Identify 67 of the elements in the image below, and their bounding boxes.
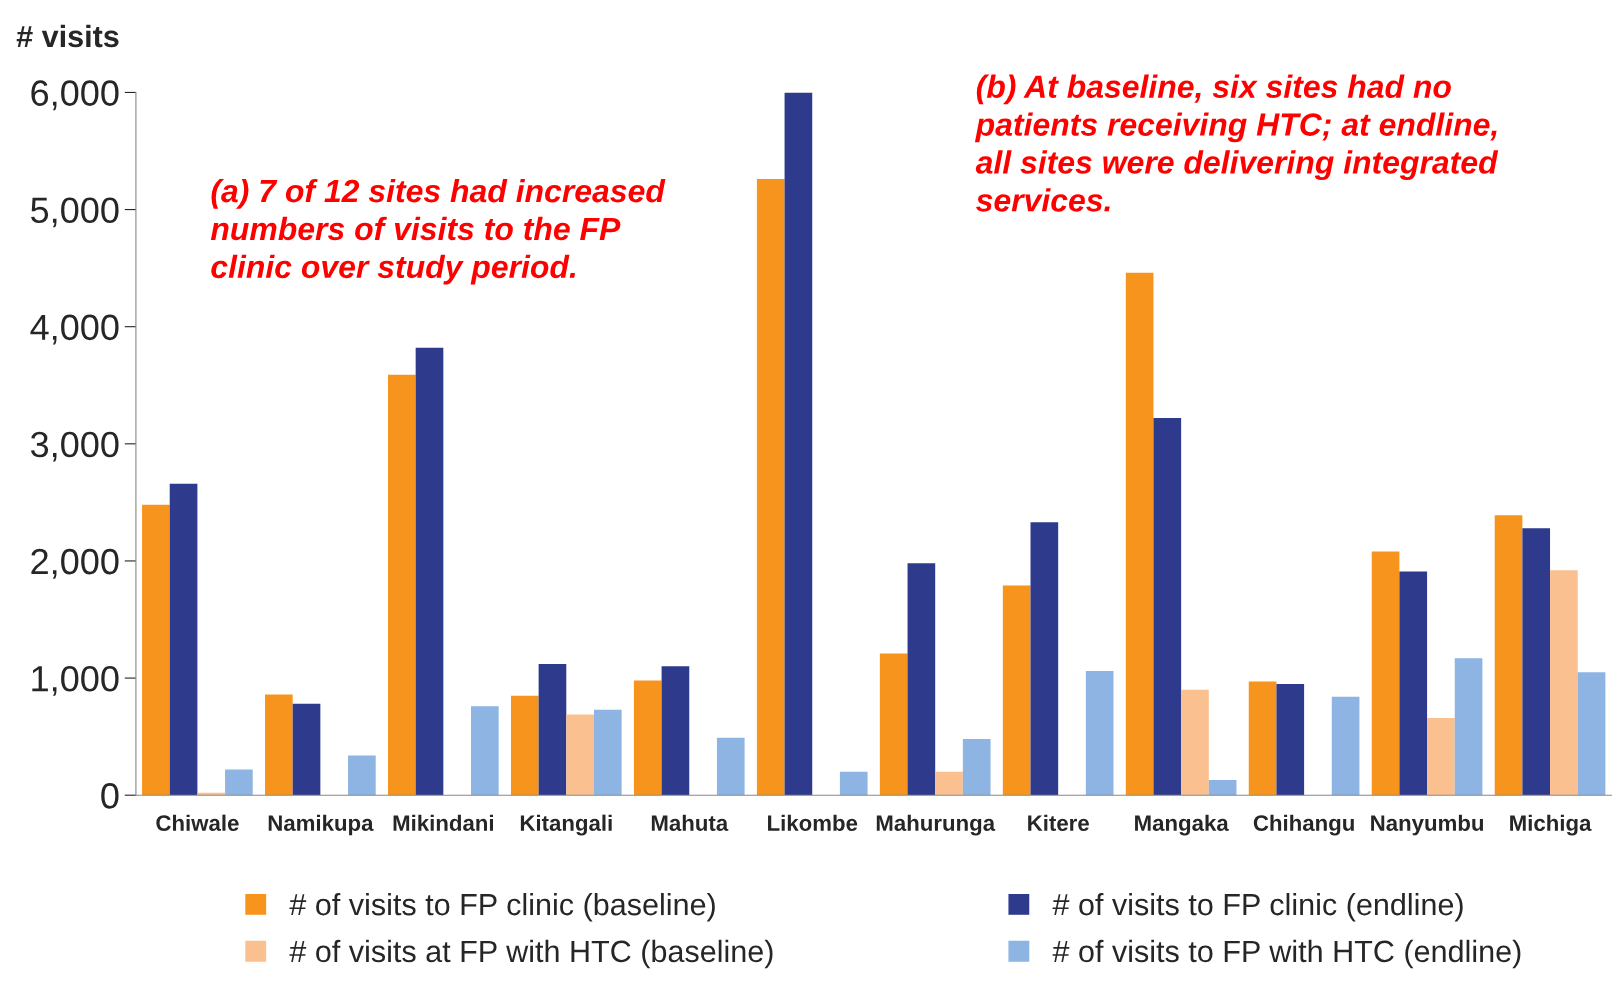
x-tick-label: Mahurunga	[876, 814, 996, 836]
bar	[716, 737, 745, 796]
y-tick-label: 3,000	[30, 431, 119, 462]
x-tick-label: Likombe	[768, 814, 858, 831]
bar	[1454, 658, 1483, 796]
bar	[265, 694, 293, 796]
bar	[225, 769, 253, 796]
bar	[388, 374, 416, 796]
y-tick-label: 2,000	[31, 548, 119, 579]
bar	[1522, 528, 1551, 796]
bar	[471, 706, 499, 796]
bar	[1002, 585, 1031, 796]
annotation: (a) 7 of 12 sites had increased numbers of visits to the FP clinic over study period.	[210, 178, 666, 285]
x-tick-label: Kitere	[1028, 814, 1089, 831]
legend-label: # of visits to FP with HTC (endline)	[1052, 939, 1521, 969]
x-tick-label: Mikindani	[393, 814, 493, 831]
bar	[633, 680, 662, 796]
y-tick-label: 0	[101, 783, 119, 809]
bar	[169, 483, 198, 796]
bar	[935, 771, 963, 796]
bar	[1248, 681, 1277, 796]
bar	[510, 695, 539, 796]
bar	[784, 92, 813, 796]
x-tick-label: Chiwale	[156, 814, 239, 831]
x-tick-label: Mahuta	[651, 814, 729, 831]
x-tick-label: Kitangali	[520, 814, 612, 836]
y-tick-label: 4,000	[30, 314, 119, 345]
bar	[661, 666, 690, 796]
bar	[292, 703, 321, 796]
y-axis-title: # visits	[16, 24, 119, 48]
bar	[566, 714, 594, 796]
bar	[1153, 418, 1182, 796]
bar	[756, 179, 785, 796]
y-tick-label: 1,000	[32, 665, 119, 696]
bar	[1550, 570, 1578, 796]
bar	[593, 709, 622, 796]
x-tick-label: Namikupa	[268, 814, 374, 836]
bar	[907, 563, 936, 796]
legend-label: # of visits at FP with HTC (baseline)	[289, 939, 773, 969]
x-tick-label: Michiga	[1510, 814, 1592, 836]
bar	[1494, 515, 1523, 796]
x-tick-label: Nanyumbu	[1371, 814, 1484, 836]
legend-label: # of visits to FP clinic (endline)	[1052, 892, 1463, 922]
bar	[348, 755, 376, 796]
bar	[1371, 551, 1400, 796]
bar	[1125, 272, 1154, 796]
legend-label: # of visits to FP clinic (baseline)	[289, 892, 715, 922]
x-tick-label: Chihangu	[1253, 814, 1354, 836]
bar	[1427, 717, 1455, 796]
bar	[1276, 683, 1305, 796]
y-tick-label: 5,000	[31, 197, 119, 228]
y-tick-label: 6,000	[31, 80, 119, 111]
bar	[1181, 689, 1209, 796]
bar	[839, 771, 868, 796]
x-tick-label: Mangaka	[1135, 814, 1229, 836]
bar	[538, 664, 567, 796]
bar	[1577, 672, 1606, 796]
bar	[142, 504, 170, 796]
bar	[1030, 522, 1059, 796]
bar	[1399, 571, 1428, 796]
bar	[879, 653, 908, 796]
annotation: (b) At baseline, six sites had no patients receiving HTC; at endline, all sites were delivering integrated services.	[974, 74, 1499, 212]
bar	[962, 738, 991, 796]
bar	[1331, 696, 1360, 796]
bar	[1085, 671, 1114, 796]
bar	[415, 347, 444, 796]
bar	[1208, 779, 1237, 796]
